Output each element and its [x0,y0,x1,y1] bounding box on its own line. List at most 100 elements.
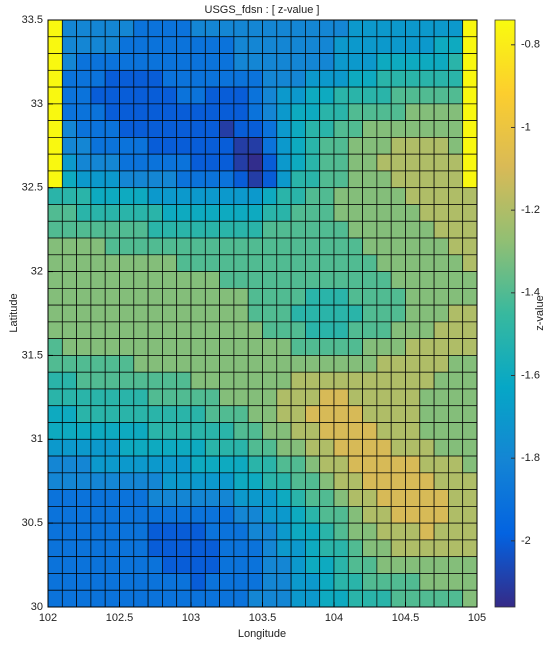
heatmap-cell [333,489,349,507]
heatmap-cell [90,287,106,306]
heatmap-cell [376,220,392,239]
heatmap-cell [290,405,306,423]
heatmap-cell [90,589,106,608]
heatmap-cell [419,438,435,457]
heatmap-cell [76,69,92,88]
heatmap-cell [119,438,135,457]
heatmap-cell [61,69,77,88]
heatmap-cell [333,170,349,189]
heatmap-cell [90,321,106,340]
heatmap-cell [305,371,321,390]
heatmap-cell [233,220,249,239]
heatmap-cell [290,455,306,474]
heatmap-cell [419,371,435,390]
heatmap-cell [61,103,77,121]
heatmap-cell [119,455,135,474]
heatmap-cell [233,103,249,121]
y-axis-label: Latitude [8,293,20,332]
heatmap-cell [104,455,120,474]
heatmap-cell [104,589,120,608]
heatmap-cell [262,573,278,591]
heatmap-cell [219,204,235,222]
heatmap-cell [419,86,435,105]
heatmap-cell [390,204,406,222]
heatmap-cell [176,103,192,121]
heatmap-cell [305,120,321,138]
heatmap-cell [376,321,392,340]
heatmap-cell [204,472,220,490]
heatmap-cell [204,137,220,155]
heatmap-cell [405,422,421,440]
heatmap-cell [390,589,406,608]
heatmap-cell [290,539,306,558]
heatmap-cell [390,220,406,239]
heatmap-cell [347,187,363,205]
heatmap-cell [119,187,135,205]
heatmap-cell [233,506,249,524]
heatmap-cell [219,438,235,457]
heatmap-cell [448,254,464,272]
heatmap-cell [90,36,106,54]
heatmap-cell [362,338,378,356]
heatmap-cell [262,355,278,373]
heatmap-cell [405,237,421,256]
heatmap-cell [347,86,363,105]
heatmap-cell [104,338,120,356]
heatmap-cell [147,405,163,423]
heatmap-cell [347,137,363,155]
heatmap-cell [305,355,321,373]
heatmap-cell [47,19,63,38]
heatmap-cell [147,321,163,340]
heatmap-cell [276,53,292,71]
heatmap-cell [219,455,235,474]
heatmap-cell [47,455,63,474]
heatmap-cell [405,103,421,121]
heatmap-cell [204,170,220,189]
heatmap-cell [433,237,449,256]
heatmap-cell [47,86,63,105]
heatmap-cell [190,53,206,71]
heatmap-cell [333,388,349,407]
heatmap-cell [104,355,120,373]
heatmap-cell [133,137,149,155]
heatmap-cell [333,271,349,289]
heatmap-cell [147,371,163,390]
heatmap-cell [133,103,149,121]
heatmap-cell [76,388,92,407]
heatmap-cell [219,304,235,323]
heatmap-cell [333,36,349,54]
heatmap-cell [90,438,106,457]
heatmap-cell [448,153,464,172]
heatmap-cell [76,86,92,105]
heatmap-cell [176,388,192,407]
heatmap-cell [190,220,206,239]
heatmap-cell [462,36,478,54]
heatmap-cell [133,355,149,373]
heatmap-cell [90,388,106,407]
colorbar-tick-label: -1.8 [521,452,540,464]
heatmap-cell [162,53,178,71]
heatmap-cell [90,455,106,474]
heatmap-cell [276,355,292,373]
heatmap-cell [204,556,220,574]
heatmap-cell [448,338,464,356]
heatmap-cell [233,355,249,373]
heatmap-cell [133,86,149,105]
heatmap-cell [247,355,263,373]
heatmap-cell [47,556,63,574]
heatmap-cell [290,153,306,172]
heatmap-cell [47,237,63,256]
heatmap-cell [176,69,192,88]
heatmap-cell [90,405,106,423]
heatmap-cell [433,573,449,591]
heatmap-cell [119,422,135,440]
heatmap-cell [462,287,478,306]
heatmap-cell [247,371,263,390]
heatmap-cell [90,187,106,205]
heatmap-cell [47,187,63,205]
heatmap-cell [419,137,435,155]
heatmap-cell [462,573,478,591]
heatmap-cell [405,19,421,38]
heatmap-cell [376,103,392,121]
heatmap-cell [276,573,292,591]
